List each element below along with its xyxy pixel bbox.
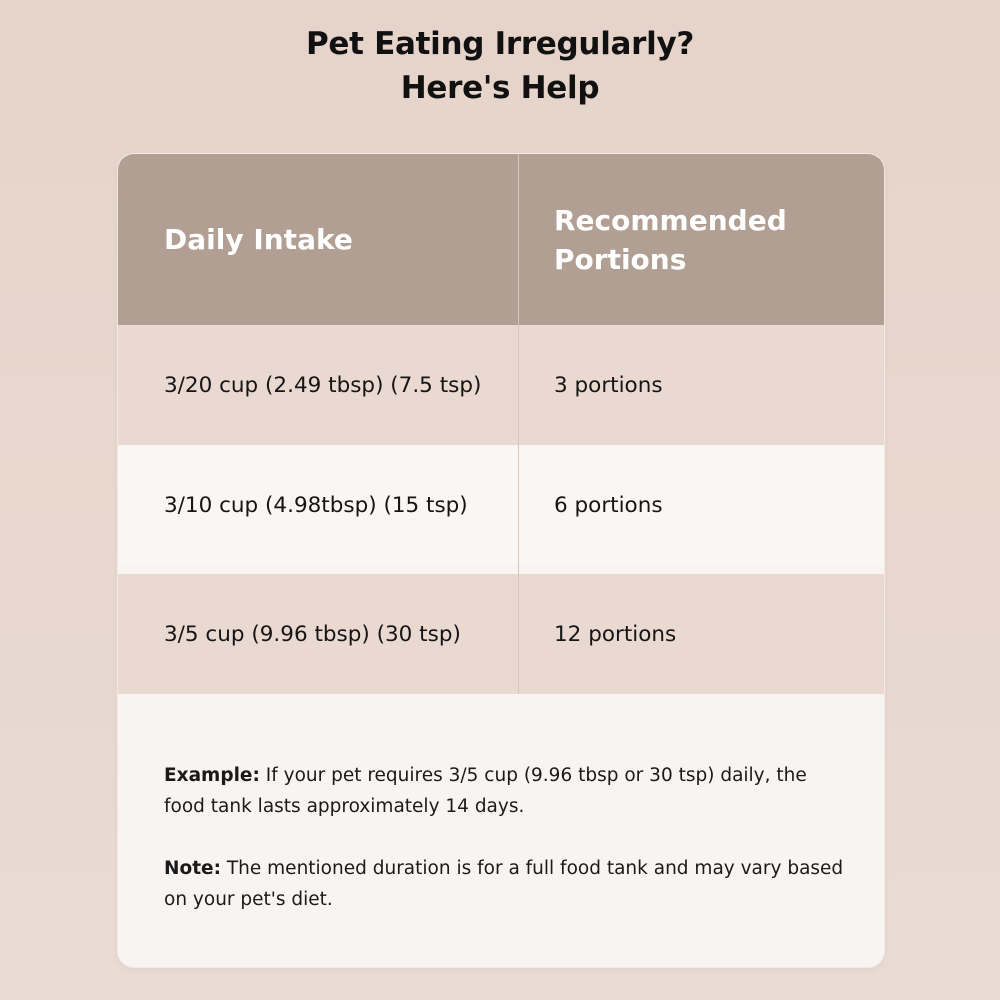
portions-cell: 3 portions — [554, 372, 663, 398]
daily-intake-cell: 3/5 cup (9.96 tbsp) (30 tsp) — [164, 621, 461, 647]
duration-note: Note: The mentioned duration is for a fu… — [164, 853, 844, 915]
portion-table-card: Daily Intake Recommended Portions 3/20 c… — [118, 154, 884, 967]
column-header-recommended-portions-label: Recommended Portions — [554, 203, 787, 276]
table-row: 3/10 cup (4.98tbsp) (15 tsp) 6 portions — [118, 445, 884, 565]
column-divider — [518, 154, 519, 694]
notes-section: Example: If your pet requires 3/5 cup (9… — [164, 760, 844, 946]
page-title-line-1: Pet Eating Irregularly? — [305, 26, 695, 62]
table-row: 3/20 cup (2.49 tbsp) (7.5 tsp) 3 portion… — [118, 325, 884, 445]
example-label: Example: — [164, 765, 260, 786]
column-header-daily-intake: Daily Intake — [164, 154, 504, 325]
daily-intake-cell: 3/10 cup (4.98tbsp) (15 tsp) — [164, 492, 468, 518]
page-title-line-2: Here's Help — [400, 70, 600, 106]
portions-cell: 6 portions — [554, 492, 663, 518]
portions-cell: 12 portions — [554, 621, 677, 647]
note-text: The mentioned duration is for a full foo… — [164, 858, 844, 910]
table-row: 3/5 cup (9.96 tbsp) (30 tsp) 12 portions — [118, 574, 884, 694]
column-header-daily-intake-label: Daily Intake — [164, 223, 353, 256]
note-label: Note: — [164, 858, 221, 879]
column-header-recommended-portions: Recommended Portions — [554, 154, 874, 325]
table-header: Daily Intake Recommended Portions — [118, 154, 884, 325]
page-title: Pet Eating Irregularly? Here's Help — [0, 22, 1000, 110]
example-note: Example: If your pet requires 3/5 cup (9… — [164, 760, 844, 822]
example-text: If your pet requires 3/5 cup (9.96 tbsp … — [164, 765, 807, 817]
daily-intake-cell: 3/20 cup (2.49 tbsp) (7.5 tsp) — [164, 372, 482, 398]
